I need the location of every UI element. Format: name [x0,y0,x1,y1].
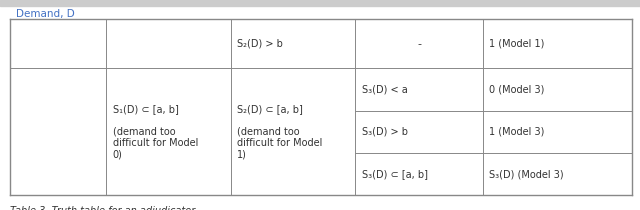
Text: S₂(D) > b: S₂(D) > b [237,39,283,49]
Text: S₃(D) (Model 3): S₃(D) (Model 3) [489,169,564,179]
Text: difficult for Model: difficult for Model [237,138,323,148]
Text: 1 (Model 3): 1 (Model 3) [489,127,545,137]
Text: 1 (Model 1): 1 (Model 1) [489,39,545,49]
Text: Demand, D: Demand, D [16,9,75,19]
Text: Table 3. Truth table for an adjudicator: Table 3. Truth table for an adjudicator [10,206,195,210]
Bar [0,0,640,6]
Text: 0 (Model 3): 0 (Model 3) [489,84,545,94]
Text: S₂(D) ⊂ [a, b]: S₂(D) ⊂ [a, b] [237,104,303,114]
Text: S₃(D) < a: S₃(D) < a [362,84,407,94]
Text: (demand too: (demand too [237,127,300,137]
Text: difficult for Model: difficult for Model [113,138,198,148]
Text: S₃(D) > b: S₃(D) > b [362,127,408,137]
Text: (demand too: (demand too [113,127,175,137]
Text: 0): 0) [113,150,122,160]
Text: 1): 1) [237,150,247,160]
Text: S₃(D) ⊂ [a, b]: S₃(D) ⊂ [a, b] [362,169,428,179]
Text: S₁(D) ⊂ [a, b]: S₁(D) ⊂ [a, b] [113,104,179,114]
Text: -: - [417,39,421,49]
